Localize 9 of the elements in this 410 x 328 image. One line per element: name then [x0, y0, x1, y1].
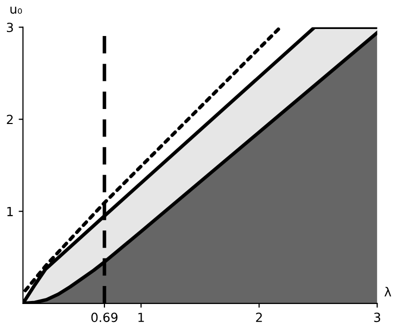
x-axis-title: λ [384, 286, 392, 296]
y-axis-title: u₀ [10, 6, 22, 14]
y-tick-label: 1 [7, 206, 13, 216]
y-tick-label: 3 [6, 22, 13, 32]
x-tick-label: 3 [374, 312, 380, 322]
y-tick-label: 2 [6, 114, 13, 124]
x-tick-label: 1 [138, 312, 144, 322]
x-tick-label: 2 [256, 312, 262, 322]
x-tick-label: 0.69 [91, 312, 118, 322]
